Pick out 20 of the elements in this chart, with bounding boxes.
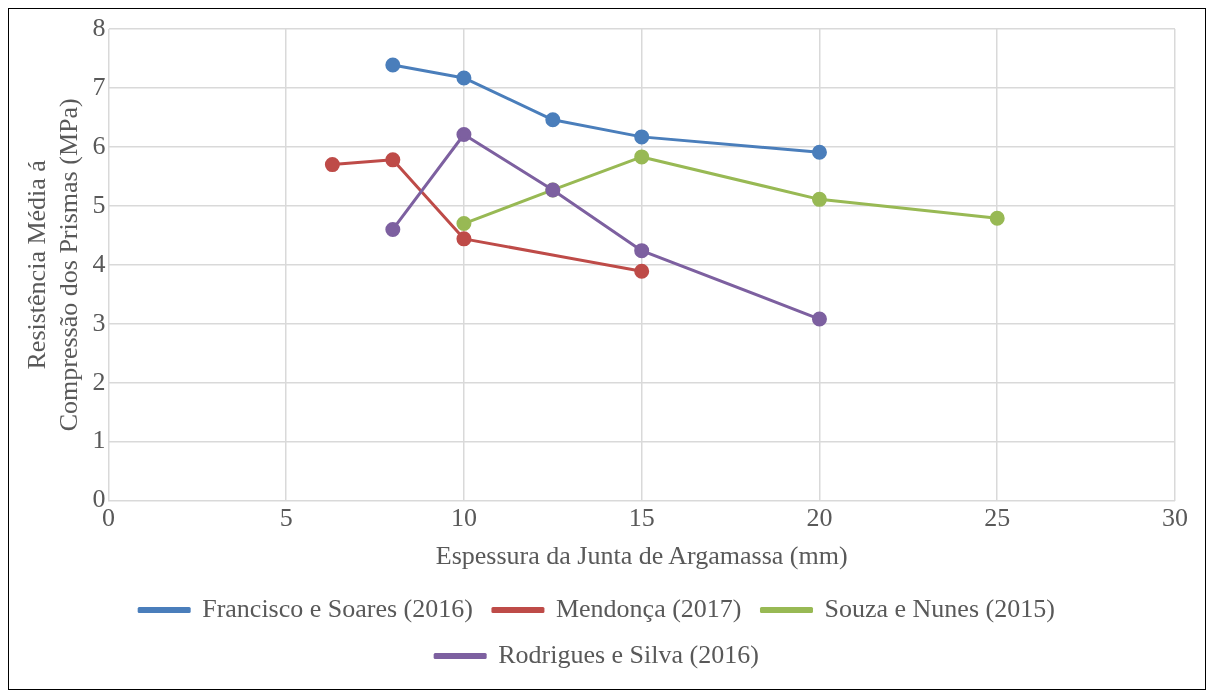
legend-label: Francisco e Soares (2016) [202,593,473,623]
x-tick-label: 25 [984,503,1011,533]
y-tick-label: 1 [92,425,106,455]
x-tick-label: 20 [806,503,833,533]
y-tick-label: 8 [92,12,106,42]
legend-label: Souza e Nunes (2015) [824,593,1055,623]
y-tick-label: 6 [92,130,106,160]
legend-label: Mendonça (2017) [555,593,742,623]
x-axis-title: Espessura da Junta de Argamassa (mm) [435,541,848,571]
y-tick-label: 3 [92,307,106,337]
x-tick-label: 10 [450,503,477,533]
y-tick-label: 2 [92,366,106,396]
y-tick-label: 7 [92,71,106,101]
x-tick-label: 30 [1162,503,1188,533]
y-tick-label: 4 [92,248,106,278]
legend-label: Rodrigues e Silva (2016) [498,639,759,669]
y-axis-title: Resistência Média á Compressão dos Prismas (MPa) [22,98,83,432]
y-tick-label: 5 [92,189,106,219]
x-tick-label: 15 [628,503,655,533]
x-tick-label: 5 [279,503,293,533]
